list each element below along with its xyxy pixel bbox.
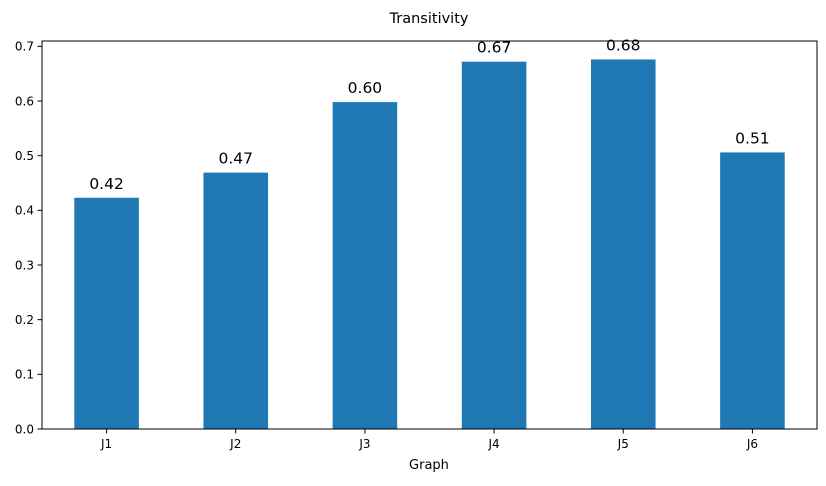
y-tick-label: 0.3	[15, 258, 34, 272]
bars-layer	[74, 59, 785, 430]
x-axis-label: Graph	[409, 458, 449, 473]
y-tick-label: 0.4	[15, 204, 34, 218]
bar-j6	[720, 152, 785, 429]
bar-value-label-j2: 0.47	[218, 150, 253, 168]
bar-j2	[203, 172, 269, 429]
x-tick-label-j5: J5	[617, 437, 629, 451]
bar-j3	[332, 102, 398, 430]
bar-value-label-j6: 0.51	[735, 129, 770, 147]
x-tick-label-j3: J3	[358, 437, 370, 451]
chart-title: Transitivity	[389, 11, 469, 27]
bar-value-label-j1: 0.42	[89, 175, 124, 193]
bar-j1	[74, 197, 139, 429]
y-tick-label: 0.1	[15, 368, 34, 382]
y-tick-label: 0.0	[15, 422, 34, 436]
x-tick-label-j1: J1	[100, 437, 112, 451]
y-tick-label: 0.7	[15, 40, 34, 54]
x-tick-label-j2: J2	[229, 437, 241, 451]
bar-j5	[590, 59, 656, 429]
plot-frame	[41, 40, 818, 430]
y-tick-label: 0.5	[15, 149, 34, 163]
x-tick-label-j6: J6	[746, 437, 758, 451]
bar-value-label-j4: 0.67	[477, 39, 512, 57]
bar-value-label-j5: 0.68	[606, 36, 641, 54]
x-tick-label-j4: J4	[487, 437, 499, 451]
bar-labels-layer: 0.42 0.47 0.60 0.67 0.68 0.51	[89, 36, 769, 192]
y-tick-label: 0.2	[15, 313, 34, 327]
y-tick-label: 0.6	[15, 94, 34, 108]
bar-j4	[461, 61, 527, 429]
y-axis: 0.0 0.1 0.2 0.3 0.4 0.5 0.6 0.7	[15, 40, 42, 436]
bar-value-label-j3: 0.60	[348, 79, 383, 97]
x-axis: J1 J2 J3 J4 J5 J6	[100, 429, 758, 451]
